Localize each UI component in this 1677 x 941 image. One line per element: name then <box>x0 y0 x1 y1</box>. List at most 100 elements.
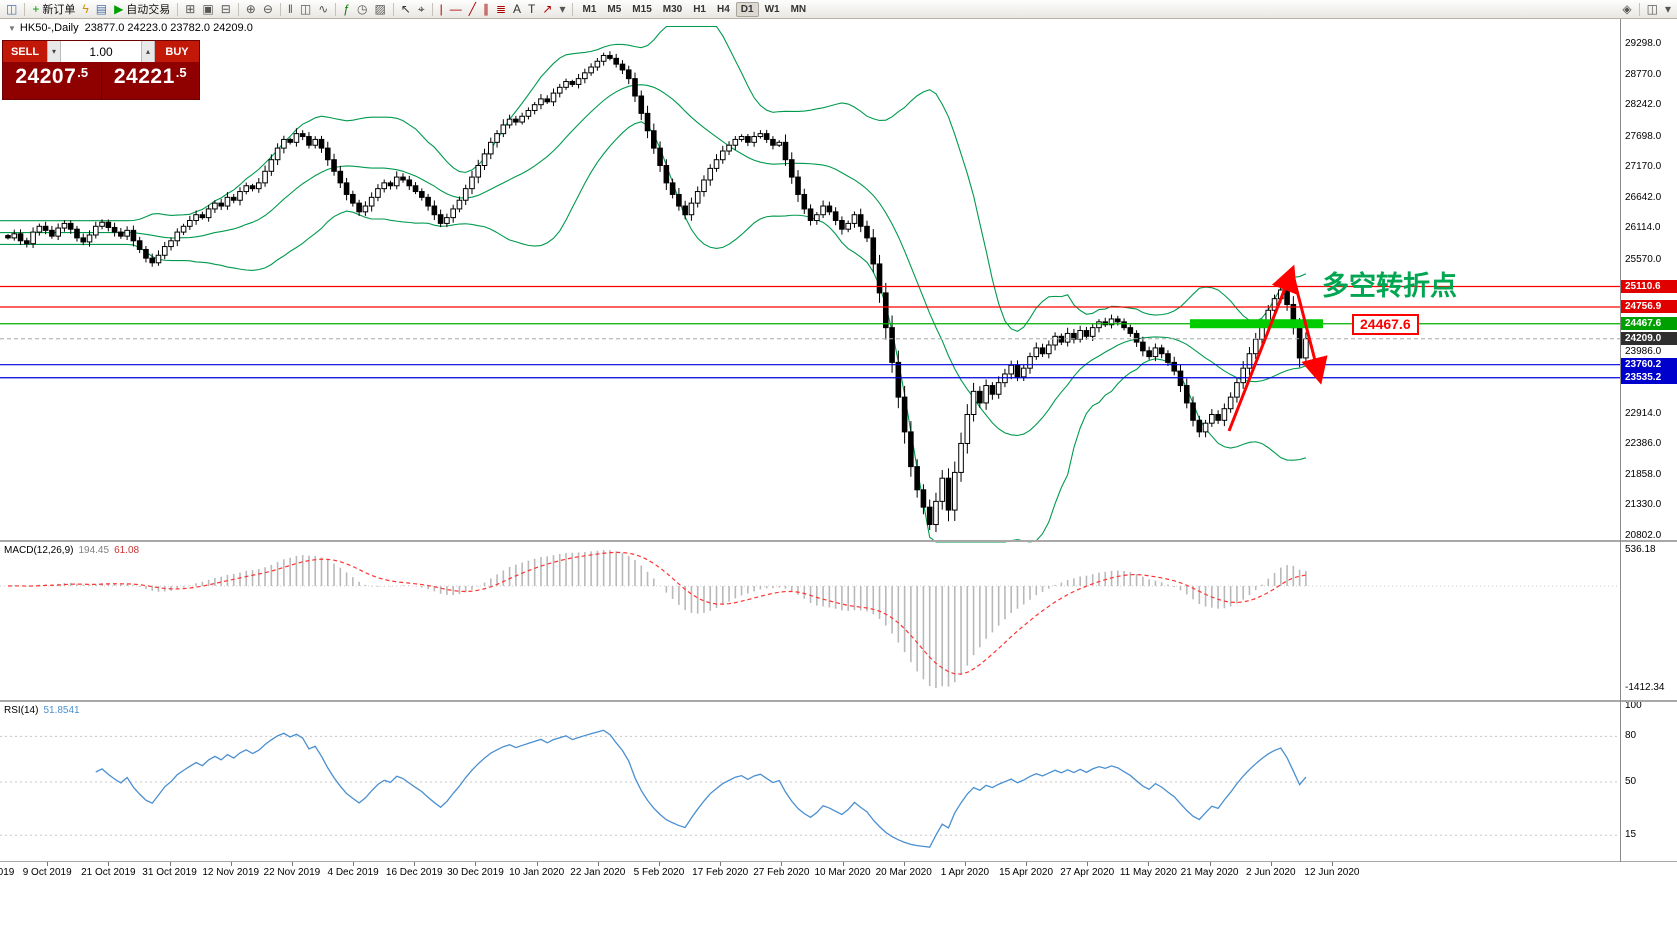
horizontal-line-button[interactable]: ― <box>447 1 465 18</box>
price-level-tag: 23535.2 <box>1621 371 1677 385</box>
time-axis-tick <box>169 862 171 866</box>
bar-chart-button[interactable]: ‖ <box>285 1 296 18</box>
chevron-down-icon: ▾ <box>559 1 566 16</box>
buy-button[interactable]: BUY <box>155 41 199 62</box>
fibonacci-button[interactable]: ≣ <box>493 1 509 18</box>
price-axis-label: 25570.0 <box>1625 253 1662 265</box>
rsi-axis-label: 50 <box>1625 776 1637 787</box>
zoom-in-button[interactable]: ⊕ <box>243 1 259 18</box>
date-axis-label: 1 Apr 2020 <box>940 867 990 878</box>
chart-window-button[interactable]: ◫ <box>3 1 20 18</box>
date-axis-label: 20 Mar 2020 <box>875 867 932 878</box>
chevron-down-icon: ▾ <box>1664 1 1671 16</box>
text-button[interactable]: A <box>510 1 524 18</box>
time-axis-tick <box>1209 862 1211 866</box>
toolbar-divider <box>24 2 26 16</box>
one-click-collapse-icon[interactable]: ▼ <box>8 24 16 33</box>
volume-increase-button[interactable]: ▴ <box>141 41 155 62</box>
chart-shift-button[interactable]: ◈ <box>1619 1 1634 18</box>
macd-axis-max-label: 536.18 <box>1625 544 1656 555</box>
timeframe-d1-button[interactable]: D1 <box>735 1 759 17</box>
tile-windows-button[interactable]: ⊟ <box>218 1 234 18</box>
candlestick-chart-button[interactable]: ◫ <box>297 1 314 18</box>
rsi-value: 51.8541 <box>43 705 80 716</box>
price-axis-label: 23986.0 <box>1625 345 1662 357</box>
date-axis-label: 10 Mar 2020 <box>814 867 871 878</box>
date-axis-label: 22 Jan 2020 <box>570 867 626 878</box>
crosshair-button[interactable]: ⌖ <box>415 1 428 18</box>
panel-separator[interactable] <box>0 700 1677 702</box>
macd-main-value: 194.45 <box>78 545 110 556</box>
zoom-out-button[interactable]: ⊖ <box>260 1 276 18</box>
price-axis-label: 28770.0 <box>1625 68 1662 80</box>
metaeditor-button[interactable]: ϟ <box>79 1 91 18</box>
timeframe-m30-button[interactable]: M30 <box>662 3 683 15</box>
dock-button[interactable]: ◫ <box>1644 1 1661 18</box>
time-axis-tick <box>1148 862 1150 866</box>
buy-price-frac: .5 <box>175 65 187 80</box>
date-axis-label: 12 Nov 2019 <box>202 867 260 878</box>
dock-icon: ◫ <box>1646 1 1658 16</box>
time-axis-tick <box>536 862 538 866</box>
price-level-tag: 25110.6 <box>1621 279 1677 293</box>
time-axis-tick <box>414 862 416 866</box>
time-axis-tick <box>597 862 599 866</box>
timeframe-w1-button[interactable]: W1 <box>764 3 780 15</box>
price-axis-label: 27698.0 <box>1625 130 1662 142</box>
chart-graphics <box>0 25 1620 848</box>
new-chart-button[interactable]: ⊞ <box>182 1 198 18</box>
vertical-line-button[interactable]: | <box>437 1 446 18</box>
candlestick-chart-icon: ◫ <box>299 1 312 16</box>
date-axis-label: 21 Oct 2019 <box>81 867 136 878</box>
timeframe-m5-button[interactable]: M5 <box>607 3 622 15</box>
channel-button[interactable]: ∥ <box>480 1 492 18</box>
time-axis-tick <box>1026 862 1028 866</box>
time-axis-tick <box>658 862 660 866</box>
toolbar-divider <box>431 2 433 16</box>
price-axis-separator <box>1620 19 1621 862</box>
timeframe-m1-button[interactable]: M1 <box>582 3 597 15</box>
autotrading-button[interactable]: ▶ 自动交易 <box>111 1 173 18</box>
date-axis-label: 21 May 2020 <box>1180 867 1239 878</box>
macd-axis-min-label: -1412.34 <box>1625 682 1665 693</box>
timeframe-h1-button[interactable]: H1 <box>693 3 706 15</box>
buy-price-main: 24221 <box>113 65 175 88</box>
chart-region[interactable]: ▼ HK50-,Daily 23877.0 24223.0 23782.0 2420… <box>0 19 1677 941</box>
more-button[interactable]: ▾ <box>1662 1 1674 18</box>
market-watch-button[interactable]: ▤ <box>93 1 110 18</box>
buy-price[interactable]: 24221 .5 <box>101 62 199 99</box>
rsi-axis-label: 100 <box>1625 700 1642 711</box>
price-axis-label: 22386.0 <box>1625 438 1662 450</box>
sell-button[interactable]: SELL <box>3 41 47 62</box>
date-axis-label: 27 Sep 2019 <box>0 867 15 878</box>
line-chart-button[interactable]: ∿ <box>315 1 331 18</box>
cursor-button[interactable]: ↖ <box>398 1 414 18</box>
panel-separator[interactable] <box>0 540 1677 542</box>
price-axis-label: 28242.0 <box>1625 99 1662 111</box>
timeframe-h4-button[interactable]: H4 <box>717 3 730 15</box>
sell-price[interactable]: 24207 .5 <box>3 62 102 99</box>
chart-title: ▼ HK50-,Daily 23877.0 24223.0 23782.0 2420… <box>8 22 259 34</box>
templates-button[interactable]: ▨ <box>371 1 388 18</box>
arrow-tools-button[interactable]: ↗ <box>539 1 555 18</box>
timeframe-m15-button[interactable]: M15 <box>632 3 652 15</box>
new-order-button[interactable]: + 新订单 <box>29 1 78 18</box>
text-label-button[interactable]: T <box>525 1 538 18</box>
tile-windows-icon: ⊟ <box>220 1 231 16</box>
shapes-dropdown-button[interactable]: ▾ <box>556 1 568 18</box>
time-axis-tick <box>964 862 966 866</box>
toolbar-divider <box>177 2 179 16</box>
new-order-icon: + <box>32 1 40 16</box>
time-axis-tick <box>842 862 844 866</box>
volume-decrease-button[interactable]: ▾ <box>47 41 61 62</box>
trendline-button[interactable]: ╱ <box>466 1 479 18</box>
indicators-button[interactable]: ƒ <box>340 1 353 18</box>
period-button[interactable]: ◷ <box>354 1 370 18</box>
timeframe-mn-button[interactable]: MN <box>790 3 807 15</box>
volume-input[interactable]: 1.00 <box>61 41 141 62</box>
profiles-button[interactable]: ▣ <box>199 1 216 18</box>
date-axis-label: 15 Apr 2020 <box>999 867 1054 878</box>
trendline-icon: ╱ <box>468 1 476 16</box>
date-axis-label: 30 Dec 2019 <box>447 867 504 878</box>
